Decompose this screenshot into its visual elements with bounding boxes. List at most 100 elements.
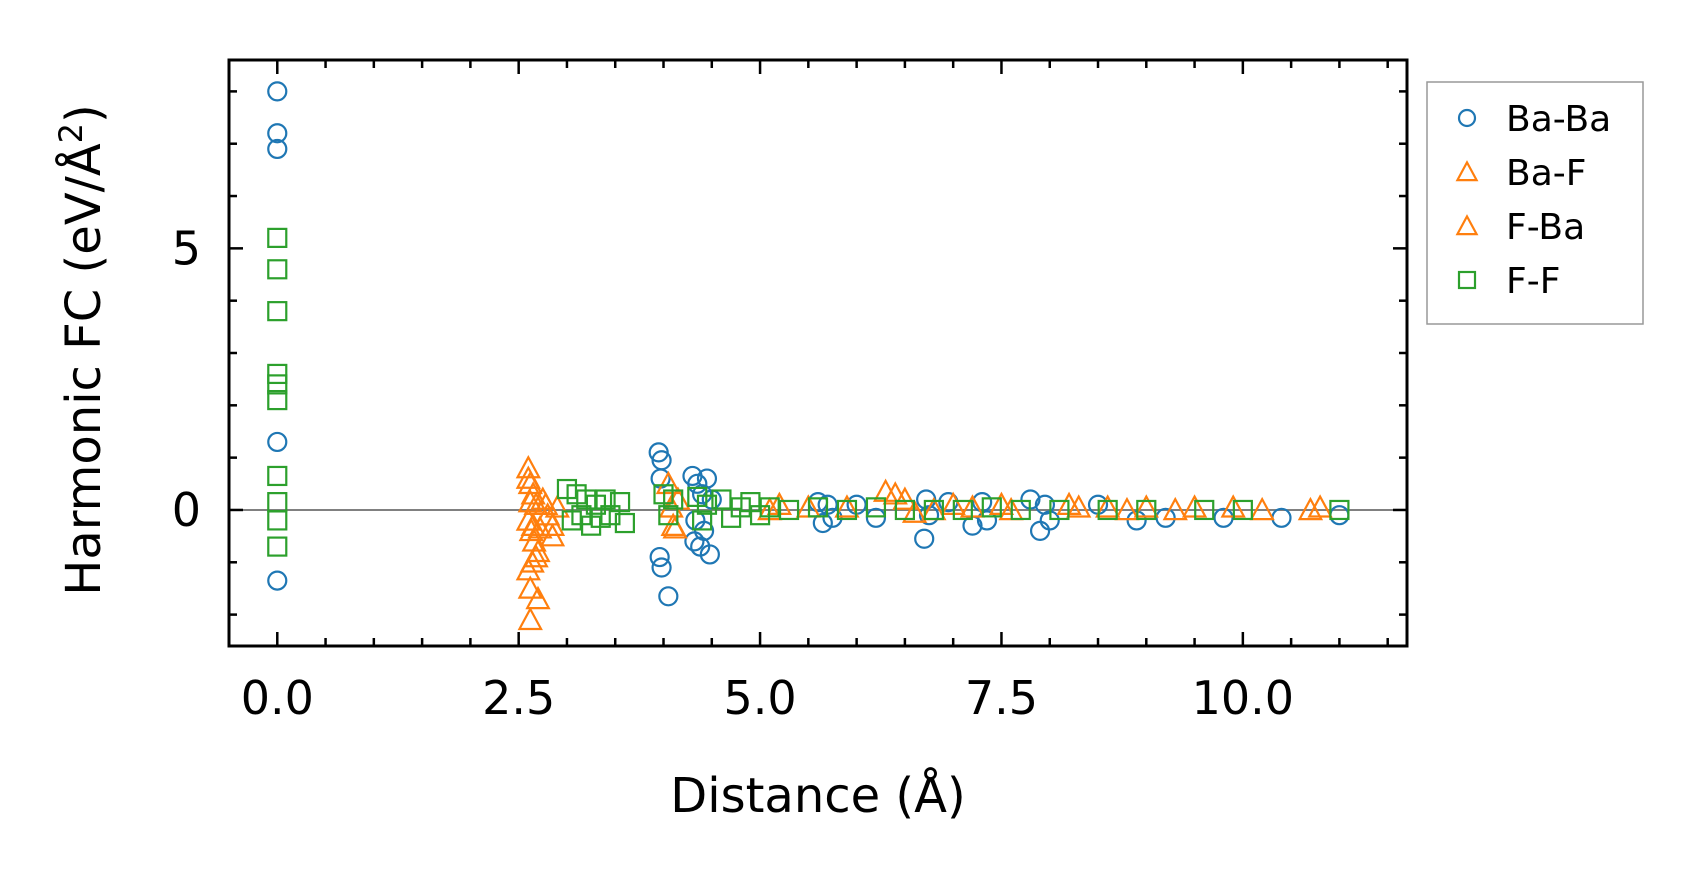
axis-tick-labels: 0.0 2.5 5.0 7.5 10.0 0 5 [172, 221, 1294, 725]
data-point [976, 510, 998, 531]
data-point [1010, 499, 1031, 521]
data-point [834, 494, 860, 518]
data-point [901, 499, 928, 523]
data-point [1155, 507, 1176, 528]
data-point [267, 138, 288, 160]
data-point [759, 497, 780, 518]
legend-entry: Ba-F [1455, 153, 1586, 194]
data-point [1297, 496, 1324, 521]
data-point [267, 301, 288, 322]
data-point [515, 557, 541, 581]
series-ba-f [515, 454, 1333, 610]
y-axis-label: Harmonic FC (eV/Å2) [52, 104, 112, 596]
x-tick-label: 5.0 [723, 671, 796, 725]
legend-marker [1457, 270, 1477, 290]
data-point [699, 544, 720, 565]
legend-marker [1457, 108, 1477, 128]
data-point [267, 510, 288, 531]
data-point [1213, 507, 1234, 528]
x-tick-label: 7.5 [965, 671, 1038, 725]
data-point [1307, 494, 1333, 518]
data-point [1271, 507, 1292, 528]
data-point [1066, 494, 1092, 518]
data-point [687, 473, 708, 494]
data-point [894, 499, 916, 521]
data-point [539, 512, 566, 536]
y-axis-label-suffix: ) [56, 104, 112, 123]
y-axis-label-main: Harmonic FC (eV/Å [55, 143, 112, 596]
legend-marker [1455, 214, 1479, 236]
legend-label: Ba-Ba [1506, 99, 1611, 140]
data-point [778, 499, 800, 521]
data-point [692, 510, 713, 531]
data-point [517, 606, 543, 631]
data-point [267, 374, 288, 395]
data-point [822, 507, 843, 528]
x-tick-label: 0.0 [241, 671, 314, 725]
data-point [651, 557, 672, 578]
data-point [267, 259, 288, 280]
data-point [865, 507, 887, 528]
data-point [525, 585, 551, 610]
data-point [914, 528, 935, 549]
data-point [520, 481, 546, 505]
data-point [1029, 520, 1051, 541]
data-point [267, 431, 288, 453]
data-point [923, 499, 944, 521]
data-point [517, 489, 543, 513]
data-point [1097, 499, 1118, 521]
data-point [1136, 499, 1157, 521]
legend-label: F-Ba [1506, 207, 1585, 248]
series-ba-ba [267, 81, 1350, 607]
data-point [696, 494, 718, 515]
data-point [1194, 499, 1215, 521]
data-point [1329, 499, 1350, 521]
legend-entry: F-F [1457, 261, 1560, 302]
legend: Ba-Ba Ba-F F-Ba F-F [1426, 81, 1644, 325]
data-point [812, 512, 833, 534]
data-points [267, 81, 1350, 631]
data-point [658, 505, 679, 526]
data-point [1095, 494, 1121, 518]
data-point [515, 465, 541, 489]
legend-entry: Ba-Ba [1457, 99, 1611, 140]
legend-label: Ba-F [1506, 153, 1586, 194]
data-point [267, 465, 288, 487]
data-point [865, 497, 887, 518]
data-point [267, 227, 288, 248]
data-point [517, 575, 543, 599]
data-point [267, 492, 288, 513]
data-point [1249, 496, 1275, 521]
data-point [523, 543, 549, 568]
data-point [1329, 505, 1350, 526]
data-point [892, 486, 918, 510]
y-axis-label-superscript: 2 [52, 123, 90, 143]
data-point [655, 470, 681, 495]
plot-frame [227, 58, 1409, 648]
data-point [663, 489, 684, 510]
data-point [614, 512, 635, 534]
legend-entry: F-Ba [1455, 207, 1585, 248]
y-tick-label: 0 [172, 483, 201, 537]
data-point [609, 492, 631, 513]
legend-label: F-F [1506, 261, 1560, 302]
data-point [658, 586, 679, 607]
x-axis-label: Distance (Å) [670, 767, 965, 824]
x-tick-label: 10.0 [1192, 671, 1294, 725]
series-f-f [267, 227, 1350, 557]
data-point [267, 363, 288, 385]
data-point [662, 515, 688, 539]
data-point [952, 499, 973, 521]
data-point [1133, 494, 1159, 518]
data-point [267, 389, 288, 411]
data-point [533, 491, 559, 516]
data-point [692, 484, 713, 505]
data-point [267, 536, 288, 557]
y-tick-label: 5 [172, 221, 201, 275]
data-point [1162, 496, 1188, 521]
x-tick-label: 2.5 [482, 671, 555, 725]
data-point [267, 81, 288, 102]
data-point [684, 531, 705, 552]
legend-box [1426, 81, 1644, 325]
data-point [515, 507, 541, 531]
